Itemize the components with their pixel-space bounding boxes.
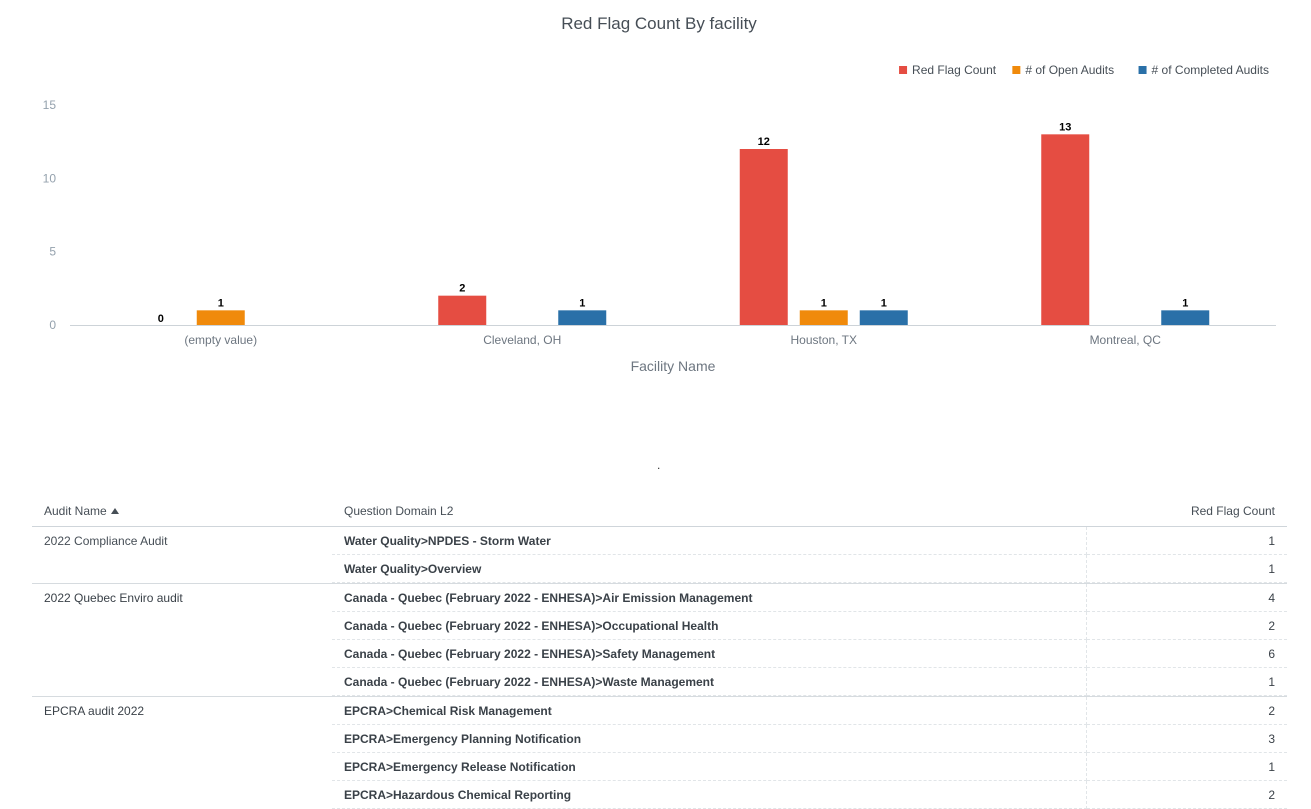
table-row: Water Quality>Overview 1 [32,555,1287,583]
red-flag-count-cell: 2 [1087,612,1287,640]
x-tick-label: Houston, TX [791,333,857,347]
table-row: EPCRA>Emergency Planning Notification 3 [32,725,1287,753]
legend-swatch-1 [1012,66,1021,74]
y-tick-label: 5 [49,245,56,259]
section-separator: . [657,458,661,472]
question-domain-cell: Water Quality>NPDES - Storm Water [332,527,1087,555]
data-label: 1 [821,297,827,309]
header-question-domain[interactable]: Question Domain L2 [344,504,454,518]
header-audit-name[interactable]: Audit Name [32,504,332,518]
audit-name-cell [32,668,332,696]
question-domain-cell: Canada - Quebec (February 2022 - ENHESA)… [332,584,1087,612]
audit-name-cell [32,555,332,583]
red-flag-count-cell: 3 [1087,725,1287,753]
y-tick-label: 10 [43,171,57,185]
audit-name-cell: EPCRA audit 2022 [44,704,145,718]
bar-chart: Red Flag Count By facility Red Flag Count… [43,14,1276,374]
legend-label-2: # of Completed Audits [1152,63,1269,77]
table-row: EPCRA>Hazardous Chemical Reporting 2 [32,781,1287,809]
question-domain-cell: EPCRA>Emergency Planning Notification [332,725,1087,753]
question-domain-cell: EPCRA>Chemical Risk Management [332,697,1087,725]
header-audit-name-label: Audit Name [44,504,107,518]
audit-name-cell [32,781,332,809]
question-domain-cell: Canada - Quebec (February 2022 - ENHESA)… [332,612,1087,640]
red-flag-count-cell: 2 [1087,781,1287,809]
data-label: 0 [158,313,164,325]
bar-1 [196,310,245,325]
x-tick-label: (empty value) [184,333,257,347]
table-row: 2022 Quebec Enviro audit Canada - Quebec … [32,583,1287,612]
data-label: 1 [881,297,887,309]
data-label: 13 [1059,121,1071,133]
data-label: 2 [459,283,465,295]
chart-canvas: Red Flag Count By facility Red Flag Count… [43,14,1276,374]
legend-label-1: # of Open Audits [1025,63,1114,77]
legend-swatch-2 [1138,66,1147,74]
red-flag-count-cell: 1 [1087,555,1287,583]
audit-name-cell: 2022 Compliance Audit [44,534,168,548]
red-flag-count-cell: 1 [1087,527,1287,555]
legend-label-0: Red Flag Count [912,63,997,77]
bar-0 [1041,134,1090,325]
red-flag-count-cell: 2 [1087,697,1287,725]
audit-name-cell [32,612,332,640]
x-tick-label: Cleveland, OH [483,333,561,347]
audit-table: Audit Name Question Domain L2 Red Flag C… [32,496,1287,809]
bar-0 [739,149,788,325]
data-label: 1 [579,297,585,309]
audit-name-cell [32,725,332,753]
red-flag-count-cell: 1 [1087,753,1287,781]
x-axis-title: Facility Name [631,358,716,374]
data-label: 12 [758,136,770,148]
legend-swatch-0 [899,66,908,74]
red-flag-count-cell: 4 [1087,584,1287,612]
question-domain-cell: EPCRA>Hazardous Chemical Reporting [332,781,1087,809]
audit-name-cell [32,640,332,668]
table-row: 2022 Compliance Audit Water Quality>NPDES… [32,527,1287,555]
question-domain-cell: Canada - Quebec (February 2022 - ENHESA)… [332,668,1087,696]
question-domain-cell: Canada - Quebec (February 2022 - ENHESA)… [332,640,1087,668]
audit-name-cell [32,753,332,781]
header-red-flag-count[interactable]: Red Flag Count [1190,504,1275,518]
table-row: EPCRA audit 2022 EPCRA>Chemical Risk Mana… [32,696,1287,725]
table-row: EPCRA>Emergency Release Notification 1 [32,753,1287,781]
y-tick-label: 0 [49,318,56,332]
bar-0 [438,295,487,325]
data-label: 1 [218,297,224,309]
red-flag-count-cell: 1 [1087,668,1287,696]
table-row: Canada - Quebec (February 2022 - ENHESA)… [32,612,1287,640]
sort-ascending-icon[interactable] [110,508,119,514]
audit-name-cell: 2022 Quebec Enviro audit [44,591,183,605]
chart-title: Red Flag Count By facility [561,14,757,33]
question-domain-cell: Water Quality>Overview [332,555,1087,583]
bar-2 [859,310,908,325]
bar-2 [558,310,607,325]
bar-1 [799,310,848,325]
x-tick-label: Montreal, QC [1090,333,1162,347]
y-tick-label: 15 [43,98,57,112]
red-flag-count-cell: 6 [1087,640,1287,668]
bar-2 [1161,310,1210,325]
table-row: Canada - Quebec (February 2022 - ENHESA)… [32,640,1287,668]
data-label: 1 [1182,297,1188,309]
table-row: Canada - Quebec (February 2022 - ENHESA)… [32,668,1287,696]
table-body: 2022 Compliance Audit Water Quality>NPDES… [32,527,1287,809]
question-domain-cell: EPCRA>Emergency Release Notification [332,753,1087,781]
table-header: Audit Name Question Domain L2 Red Flag C… [32,496,1287,527]
